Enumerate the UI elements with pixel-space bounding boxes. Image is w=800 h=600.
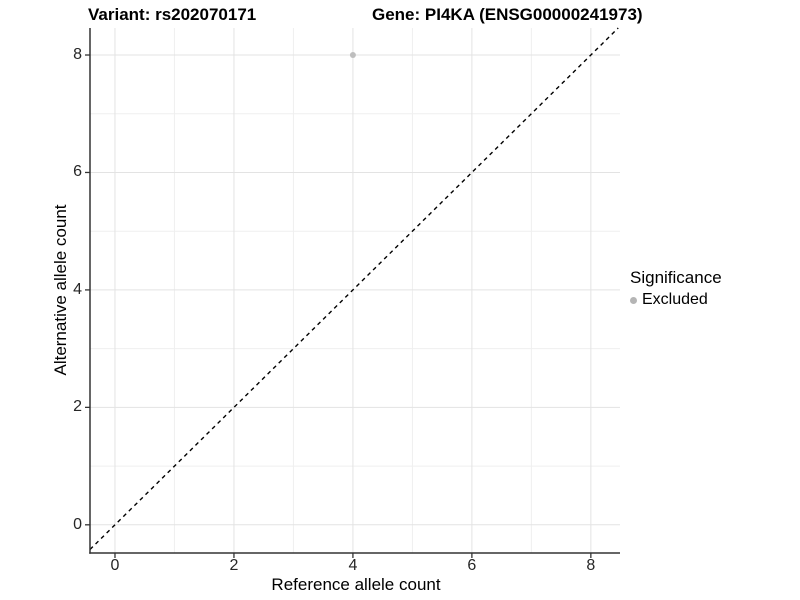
legend-point-icon xyxy=(630,296,637,304)
legend-entry-label: Excluded xyxy=(642,291,708,308)
plot-title-variant: Variant: rs202070171 xyxy=(88,5,257,24)
y-tick-label: 8 xyxy=(73,46,82,63)
y-tick-label: 0 xyxy=(73,515,82,533)
y-tick-label: 2 xyxy=(73,398,82,416)
y-tick-label: 4 xyxy=(73,280,82,298)
plot-title-gene: Gene: PI4KA (ENSG00000241973) xyxy=(372,5,643,24)
x-tick-label: 4 xyxy=(348,557,358,574)
legend: Significance Excluded xyxy=(630,268,722,309)
x-axis-title: Reference allele count xyxy=(271,575,441,594)
x-tick-label: 0 xyxy=(110,557,120,574)
identity-line xyxy=(89,27,619,550)
legend-entry: Excluded xyxy=(630,291,722,309)
x-tick-label: 2 xyxy=(229,557,239,574)
x-tick-label: 6 xyxy=(467,557,477,574)
legend-title: Significance xyxy=(630,268,722,287)
legend-entries: Excluded xyxy=(630,291,722,309)
y-tick-label: 6 xyxy=(73,163,82,181)
y-axis-title: Alternative allele count xyxy=(51,204,70,376)
x-tick-label: 8 xyxy=(586,557,596,574)
data-point xyxy=(349,52,356,59)
